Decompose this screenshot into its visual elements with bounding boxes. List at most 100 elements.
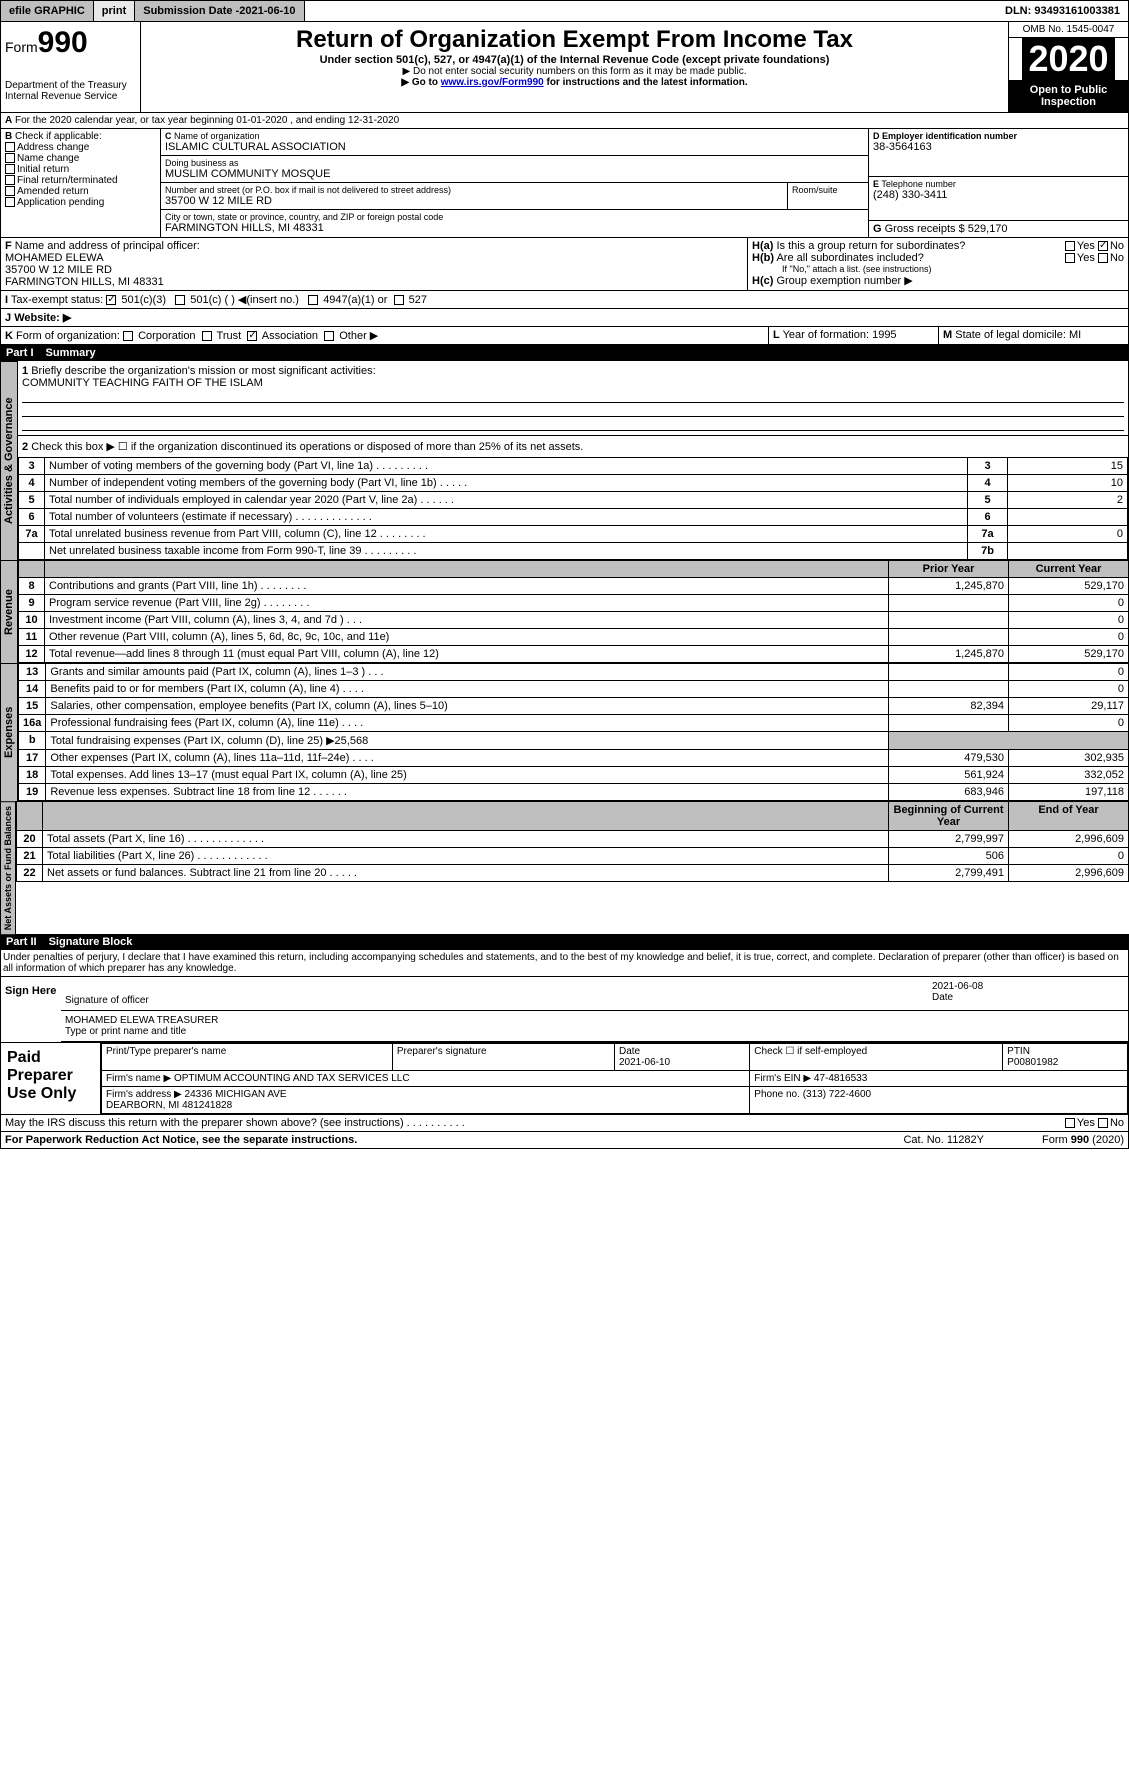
- prior-val: 479,530: [889, 750, 1009, 767]
- q2-label: Check this box ▶ ☐ if the organization d…: [31, 441, 583, 453]
- cb-amended[interactable]: Amended return: [5, 186, 156, 197]
- prior-val: 1,245,870: [889, 578, 1009, 595]
- line-no: 13: [19, 664, 46, 681]
- dba-label: Doing business as: [165, 158, 864, 168]
- discuss-no[interactable]: [1098, 1118, 1108, 1128]
- part1-label: Part I: [6, 347, 34, 359]
- line-desc: Total assets (Part X, line 16) . . . . .…: [43, 831, 889, 848]
- cb-name[interactable]: Name change: [5, 153, 156, 164]
- prior-val: [889, 664, 1009, 681]
- line-no: 15: [19, 698, 46, 715]
- tax-status-label: Tax-exempt status:: [11, 294, 103, 306]
- line-key: 3: [968, 458, 1008, 475]
- section-i: I Tax-exempt status: 501(c)(3) 501(c) ( …: [0, 291, 1129, 309]
- curr-val: 0: [1009, 612, 1129, 629]
- cb-pending[interactable]: Application pending: [5, 197, 156, 208]
- part1-header: Part I Summary: [0, 345, 1129, 361]
- prior-val: 506: [889, 848, 1009, 865]
- line-no: 19: [19, 784, 46, 801]
- line-desc: Total fundraising expenses (Part IX, col…: [46, 732, 889, 750]
- hb-yes[interactable]: [1065, 253, 1075, 263]
- cat-no: Cat. No. 11282Y: [899, 1132, 988, 1148]
- q1-label: Briefly describe the organization's miss…: [31, 365, 375, 377]
- firm-name: OPTIMUM ACCOUNTING AND TAX SERVICES LLC: [174, 1073, 410, 1084]
- curr-val: 529,170: [1009, 578, 1129, 595]
- vtab-revenue: Revenue: [0, 560, 18, 663]
- line-no: 12: [19, 646, 45, 663]
- section-j: J Website: ▶: [0, 309, 1129, 327]
- omb-number: OMB No. 1545-0047: [1009, 22, 1128, 38]
- cb-initial[interactable]: Initial return: [5, 164, 156, 175]
- cb-address[interactable]: Address change: [5, 142, 156, 153]
- revenue-table: Prior YearCurrent Year8 Contributions an…: [18, 560, 1129, 663]
- curr-val: 302,935: [1009, 750, 1129, 767]
- cb-assoc[interactable]: [247, 331, 257, 341]
- org-name: ISLAMIC CULTURAL ASSOCIATION: [165, 141, 864, 153]
- cb-trust[interactable]: [202, 331, 212, 341]
- form-header: Form990 Department of the Treasury Inter…: [0, 22, 1129, 113]
- cb-501c[interactable]: [175, 295, 185, 305]
- line-desc: Net unrelated business taxable income fr…: [45, 543, 968, 560]
- sig-date: 2021-06-08: [932, 981, 1124, 992]
- line-val: 2: [1008, 492, 1128, 509]
- prep-date: 2021-06-10: [619, 1057, 670, 1068]
- submission-date: Submission Date - 2021-06-10: [135, 1, 304, 21]
- line-key: 7b: [968, 543, 1008, 560]
- dept-treasury: Department of the Treasury Internal Reve…: [5, 80, 136, 102]
- prior-val: [889, 681, 1009, 698]
- rule: [22, 389, 1124, 403]
- ptin-hdr: PTIN: [1007, 1046, 1030, 1057]
- hc-label: Group exemption number ▶: [776, 275, 912, 287]
- k-label: Form of organization:: [16, 330, 120, 342]
- cb-corp[interactable]: [123, 331, 133, 341]
- cb-501c3[interactable]: [106, 295, 116, 305]
- line-key: 6: [968, 509, 1008, 526]
- line-no: 22: [17, 865, 43, 882]
- line-no: 3: [19, 458, 45, 475]
- discuss-label: May the IRS discuss this return with the…: [1, 1115, 1061, 1131]
- efile-button[interactable]: efile GRAPHIC: [1, 1, 94, 21]
- cb-final[interactable]: Final return/terminated: [5, 175, 156, 186]
- line-desc: Benefits paid to or for members (Part IX…: [46, 681, 889, 698]
- firm-label: Firm's name ▶: [106, 1073, 171, 1084]
- sign-block: Sign Here Signature of officer 2021-06-0…: [0, 977, 1129, 1043]
- prior-val: [889, 715, 1009, 732]
- m-label: State of legal domicile:: [955, 329, 1066, 341]
- vtab-expenses: Expenses: [0, 663, 18, 801]
- curr-val: 0: [1009, 595, 1129, 612]
- phone-label: Telephone number: [881, 179, 956, 189]
- line-desc: Salaries, other compensation, employee b…: [46, 698, 889, 715]
- cb-527[interactable]: [394, 295, 404, 305]
- part2-title: Signature Block: [49, 936, 133, 948]
- cb-other[interactable]: [324, 331, 334, 341]
- instr-post: for instructions and the latest informat…: [544, 77, 748, 88]
- discuss-yes[interactable]: [1065, 1118, 1075, 1128]
- line-desc: Total expenses. Add lines 13–17 (must eq…: [46, 767, 889, 784]
- website-label: Website: ▶: [14, 312, 71, 324]
- vtab-governance: Activities & Governance: [0, 361, 18, 560]
- entity-block: B Check if applicable: Address change Na…: [0, 129, 1129, 238]
- irs-link[interactable]: www.irs.gov/Form990: [441, 77, 544, 88]
- hb-no[interactable]: [1098, 253, 1108, 263]
- submission-value: 2021-06-10: [239, 5, 295, 17]
- line-key: 4: [968, 475, 1008, 492]
- curr-val: 2,996,609: [1009, 831, 1129, 848]
- prep-date-hdr: Date: [619, 1046, 640, 1057]
- line-no: 7a: [19, 526, 45, 543]
- line-desc: Revenue less expenses. Subtract line 18 …: [46, 784, 889, 801]
- print-button[interactable]: print: [94, 1, 135, 21]
- section-f: F Name and address of principal officer:…: [1, 238, 748, 290]
- section-deg: D Employer identification number 38-3564…: [868, 129, 1128, 237]
- cb-4947[interactable]: [308, 295, 318, 305]
- ha-yes[interactable]: [1065, 241, 1075, 251]
- curr-val: 0: [1009, 715, 1129, 732]
- form-footer: Form 990 (2020): [988, 1132, 1128, 1148]
- curr-val: 197,118: [1009, 784, 1129, 801]
- section-klm: K Form of organization: Corporation Trus…: [0, 327, 1129, 345]
- line-desc: Total number of volunteers (estimate if …: [45, 509, 968, 526]
- line-no: 4: [19, 475, 45, 492]
- sig-date-label: Date: [932, 992, 953, 1003]
- ha-no[interactable]: [1098, 241, 1108, 251]
- expenses-table: 13 Grants and similar amounts paid (Part…: [18, 663, 1129, 801]
- prior-val: 82,394: [889, 698, 1009, 715]
